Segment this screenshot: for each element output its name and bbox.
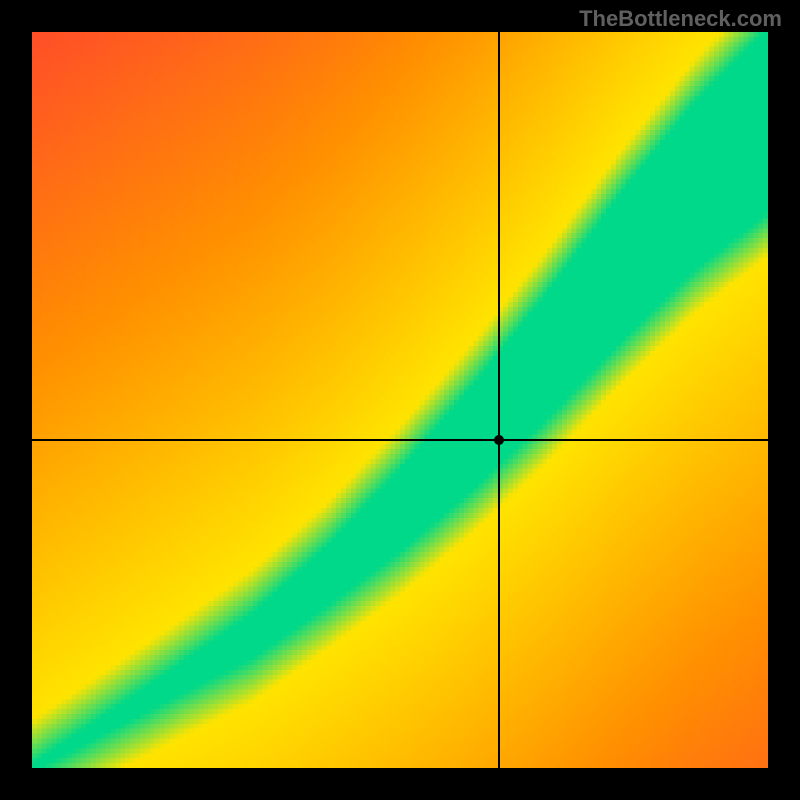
watermark-text: TheBottleneck.com: [579, 6, 782, 32]
crosshair-horizontal: [32, 439, 768, 441]
heatmap-canvas: [32, 32, 768, 768]
crosshair-vertical: [498, 32, 500, 768]
heatmap-plot: [32, 32, 768, 768]
crosshair-dot: [494, 435, 504, 445]
